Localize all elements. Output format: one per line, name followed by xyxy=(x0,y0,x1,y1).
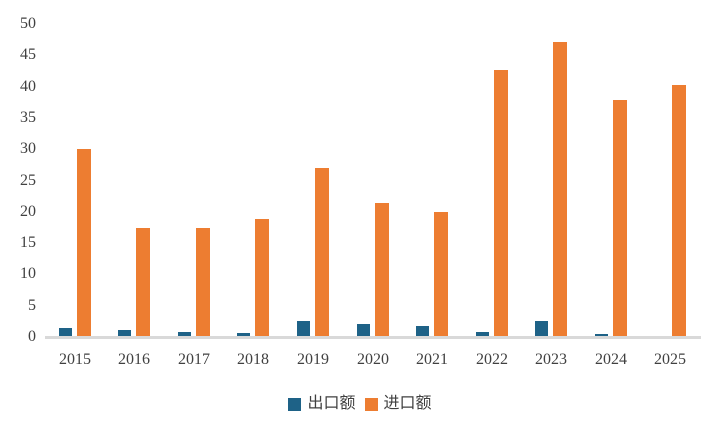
bar-exports-2017 xyxy=(178,332,191,337)
bar-exports-2015 xyxy=(59,328,72,337)
legend-item-exports: 出口额 xyxy=(288,394,356,414)
bar-exports-2021 xyxy=(416,326,429,337)
y-tick-label-20: 20 xyxy=(20,202,36,220)
legend: 出口额 进口额 xyxy=(0,394,720,414)
bar-imports-2019 xyxy=(315,168,329,337)
legend-label-imports: 进口额 xyxy=(383,395,432,412)
bar-imports-2025 xyxy=(672,85,686,337)
x-tick-label-2019: 2019 xyxy=(297,351,329,368)
y-tick-label-15: 15 xyxy=(20,234,36,252)
bar-imports-2024 xyxy=(613,100,627,337)
bar-exports-2018 xyxy=(237,333,250,337)
bar-exports-2016 xyxy=(118,330,131,337)
bar-imports-2023 xyxy=(553,42,567,337)
x-tick-label-2021: 2021 xyxy=(416,351,448,368)
y-tick-label-10: 10 xyxy=(20,265,36,283)
y-tick-label-45: 45 xyxy=(20,46,36,64)
bar-exports-2023 xyxy=(535,321,548,337)
y-tick-label-0: 0 xyxy=(28,328,36,345)
bar-exports-2022 xyxy=(476,332,489,337)
bar-imports-2020 xyxy=(375,203,389,337)
legend-swatch-imports xyxy=(364,397,378,411)
x-tick-label-2022: 2022 xyxy=(476,351,508,368)
bar-exports-2019 xyxy=(297,321,310,337)
x-tick-label-2025: 2025 xyxy=(654,351,686,368)
y-tick-label-5: 5 xyxy=(28,296,36,314)
x-tick-label-2020: 2020 xyxy=(357,351,389,368)
y-tick-label-50: 50 xyxy=(20,15,36,32)
y-tick-label-30: 30 xyxy=(20,140,36,158)
x-axis-line xyxy=(45,336,701,339)
x-tick-label-2017: 2017 xyxy=(178,351,210,368)
x-tick-label-2018: 2018 xyxy=(237,351,269,368)
legend-item-imports: 进口额 xyxy=(364,394,432,414)
bar-imports-2017 xyxy=(196,228,210,337)
bar-imports-2015 xyxy=(77,149,91,337)
x-tick-label-2023: 2023 xyxy=(535,351,567,368)
y-tick-label-40: 40 xyxy=(20,77,36,95)
x-tick-label-2016: 2016 xyxy=(118,351,150,368)
legend-swatch-exports xyxy=(288,397,302,411)
x-tick-label-2024: 2024 xyxy=(595,351,627,368)
bar-imports-2022 xyxy=(494,70,508,337)
y-tick-label-35: 35 xyxy=(20,108,36,126)
y-tick-label-25: 25 xyxy=(20,171,36,189)
bar-exports-2024 xyxy=(595,334,608,337)
bar-imports-2018 xyxy=(255,219,269,337)
bar-exports-2020 xyxy=(357,324,370,337)
bar-imports-2016 xyxy=(136,228,150,337)
bar-imports-2021 xyxy=(434,212,448,337)
legend-label-exports: 出口额 xyxy=(307,395,356,412)
x-tick-label-2015: 2015 xyxy=(59,351,91,368)
